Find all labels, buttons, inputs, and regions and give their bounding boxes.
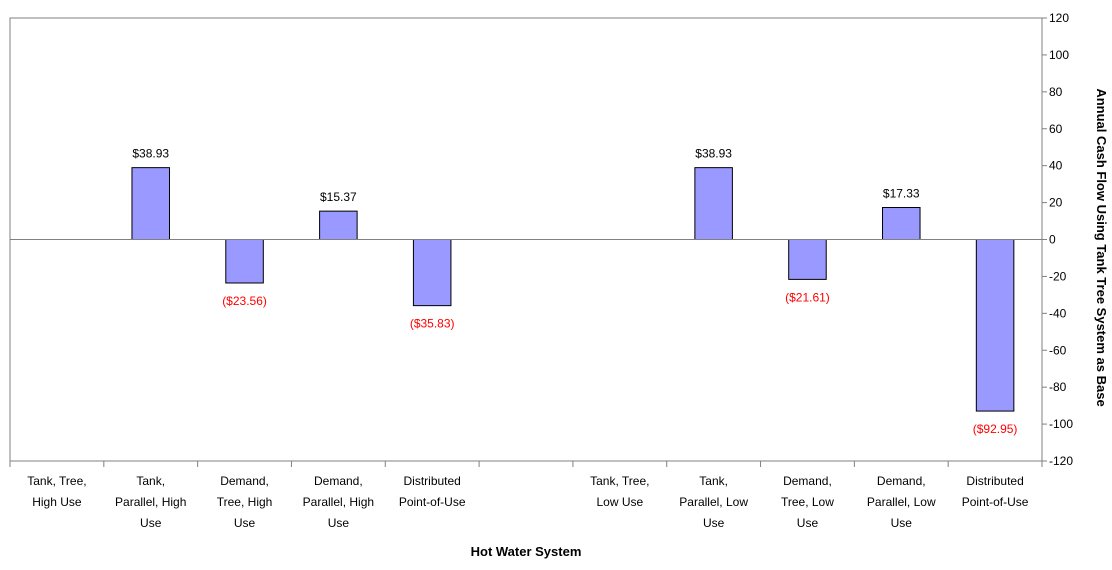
data-label: $15.37 <box>320 190 357 204</box>
y-axis-title: Annual Cash Flow Using Tank Tree System … <box>1094 88 1109 406</box>
y-tick-label: 0 <box>1049 233 1056 247</box>
x-tick-label: Tank, Parallel, High Use <box>115 474 186 530</box>
y-tick-label: -60 <box>1049 343 1067 357</box>
y-tick-label: -40 <box>1049 306 1067 320</box>
y-tick-label: 40 <box>1049 159 1063 173</box>
data-label: $17.33 <box>883 187 920 201</box>
data-label: $38.93 <box>132 147 169 161</box>
bar <box>131 167 170 240</box>
bar <box>975 239 1015 412</box>
y-tick-label: 80 <box>1049 85 1063 99</box>
x-tick-label: Distributed Point-of-Use <box>399 474 466 509</box>
y-tick-label: 20 <box>1049 196 1063 210</box>
x-tick-label: Demand, Parallel, Low Use <box>867 474 936 530</box>
data-label: ($23.56) <box>222 294 267 308</box>
bar <box>225 239 264 284</box>
x-tick-label: Distributed Point-of-Use <box>962 474 1029 509</box>
y-tick-label: 120 <box>1049 11 1069 25</box>
bar <box>788 239 827 280</box>
x-tick-label: Demand, Tree, High Use <box>217 474 273 530</box>
x-tick-label: Tank, Tree, High Use <box>27 474 86 509</box>
y-tick-label: 100 <box>1049 48 1069 62</box>
bar <box>694 167 733 240</box>
y-tick-label: -120 <box>1049 454 1073 468</box>
x-axis-title: Hot Water System <box>471 544 582 559</box>
data-label: ($35.83) <box>410 317 455 331</box>
data-label: ($21.61) <box>785 290 830 304</box>
x-tick-label: Demand, Parallel, High Use <box>303 474 374 530</box>
y-tick-label: -100 <box>1049 417 1073 431</box>
data-label: ($92.95) <box>973 422 1018 436</box>
x-tick-label: Tank, Tree, Low Use <box>590 474 649 509</box>
x-tick-label: Demand, Tree, Low Use <box>781 474 834 530</box>
x-tick-label: Tank, Parallel, Low Use <box>679 474 748 530</box>
y-tick-label: -20 <box>1049 269 1067 283</box>
bar <box>319 210 358 241</box>
y-tick-label: 60 <box>1049 122 1063 136</box>
data-label: $38.93 <box>695 147 732 161</box>
bar <box>412 239 452 307</box>
bar <box>882 207 921 240</box>
y-tick-label: -80 <box>1049 380 1067 394</box>
